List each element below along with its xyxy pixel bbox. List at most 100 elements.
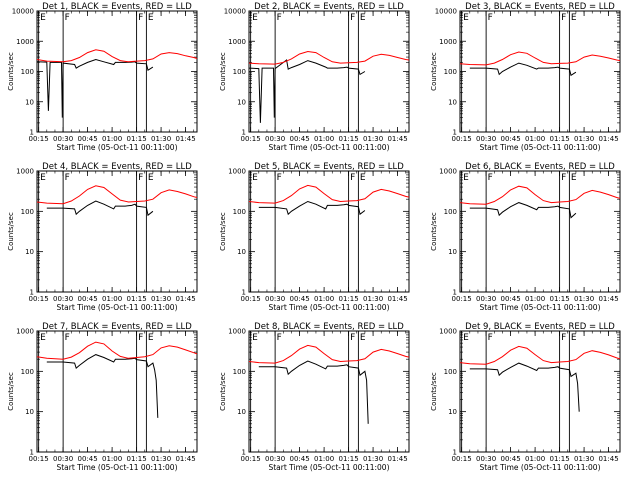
x-tick-label: 00:15 (241, 135, 261, 143)
x-tick-label: 01:00 (102, 135, 122, 143)
x-tick-label: 00:30 (53, 135, 73, 143)
y-tick-label: 1000 (16, 38, 34, 46)
y-tick-label: 10 (448, 408, 457, 416)
chart-panel-det-2: Det 2, BLACK = Events, RED = LLD 1 10 100 10… (219, 2, 410, 152)
series-line-black (469, 62, 577, 77)
flag-label: F (488, 333, 493, 343)
y-tick-label: 1000 (439, 168, 457, 176)
y-tick-label: 1 (453, 129, 457, 137)
chart-title: Det 1, BLACK = Events, RED = LLD (42, 2, 192, 12)
chart-panel-det-5: Det 5, BLACK = Events, RED = LLD 1 10 100 10… (219, 162, 410, 312)
x-tick-label: 00:30 (476, 295, 496, 303)
x-tick-label: 00:15 (29, 455, 49, 463)
y-tick-label: 10 (237, 408, 246, 416)
plot-frame (36, 10, 198, 133)
chart-panel-det-7: Det 7, BLACK = Events, RED = LLD 1 10 100 10… (7, 322, 198, 472)
x-tick-label: 01:00 (525, 295, 545, 303)
x-axis-label: Start Time (05-Oct-11 00:11:00) (479, 463, 600, 472)
y-axis-label: Counts/sec (219, 372, 227, 411)
series-line-red (459, 51, 621, 66)
x-axis-label: Start Time (05-Oct-11 00:11:00) (56, 143, 177, 152)
x-tick-label: 01:45 (598, 455, 618, 463)
x-tick-label: 01:00 (314, 455, 334, 463)
x-tick-label: 00:30 (265, 455, 285, 463)
y-tick-label: 100 (233, 208, 246, 216)
x-tick-label: 00:45 (78, 295, 98, 303)
plot-frame (459, 10, 621, 133)
x-tick-label: 01:30 (363, 455, 383, 463)
x-tick-label: 01:45 (387, 455, 407, 463)
chart-title: Det 3, BLACK = Events, RED = LLD (465, 2, 615, 12)
x-tick-label: 01:30 (151, 455, 171, 463)
x-tick-label: 01:30 (574, 455, 594, 463)
flag-label: E (148, 333, 154, 343)
x-tick-label: 00:15 (452, 135, 472, 143)
y-tick-label: 10 (25, 98, 34, 106)
flag-label: E (571, 173, 577, 183)
flag-label: E (252, 13, 258, 23)
series-line-red (248, 50, 410, 65)
flag-label: F (65, 13, 70, 23)
chart-panel-det-8: Det 8, BLACK = Events, RED = LLD 1 10 100 10… (219, 322, 410, 472)
x-tick-label: 01:30 (151, 295, 171, 303)
x-tick-label: 01:00 (525, 455, 545, 463)
x-tick-label: 01:45 (175, 455, 195, 463)
y-tick-label: 1000 (228, 38, 246, 46)
chart-panel-det-1: Det 1, BLACK = Events, RED = LLD 1 10 100 10… (7, 2, 198, 152)
flag-label: E (252, 333, 258, 343)
chart-title: Det 7, BLACK = Events, RED = LLD (42, 322, 192, 332)
y-tick-label: 100 (233, 68, 246, 76)
x-tick-label: 01:00 (314, 295, 334, 303)
y-tick-label: 10000 (435, 8, 457, 16)
flag-label: E (463, 333, 469, 343)
flag-label: E (148, 13, 154, 23)
y-tick-label: 1000 (16, 328, 34, 336)
series-line-red (36, 49, 198, 63)
series-line-red (36, 185, 198, 205)
x-tick-label: 01:45 (175, 135, 195, 143)
flag-label: F (488, 173, 493, 183)
y-tick-label: 1000 (16, 168, 34, 176)
flag-label: F (350, 13, 355, 23)
x-tick-label: 00:45 (290, 455, 310, 463)
y-tick-label: 100 (21, 68, 34, 76)
plot-frame (248, 170, 410, 293)
flag-label: F (350, 173, 355, 183)
x-tick-label: 01:00 (102, 455, 122, 463)
x-tick-label: 01:15 (126, 135, 146, 143)
x-tick-label: 01:00 (102, 295, 122, 303)
x-tick-label: 00:45 (501, 135, 521, 143)
y-axis-label: Counts/sec (219, 212, 227, 251)
flag-label: E (40, 13, 46, 23)
series-line-black (46, 354, 159, 418)
x-tick-label: 01:30 (151, 135, 171, 143)
y-tick-label: 10 (25, 408, 34, 416)
x-tick-label: 00:30 (265, 295, 285, 303)
flag-label: E (40, 333, 46, 343)
y-tick-label: 1 (453, 289, 457, 297)
chart-title: Det 6, BLACK = Events, RED = LLD (465, 162, 615, 172)
x-axis-label: Start Time (05-Oct-11 00:11:00) (268, 303, 389, 312)
x-tick-label: 00:45 (78, 135, 98, 143)
x-tick-label: 00:15 (241, 455, 261, 463)
x-tick-label: 00:45 (290, 135, 310, 143)
x-tick-label: 00:15 (29, 135, 49, 143)
chart-title: Det 5, BLACK = Events, RED = LLD (254, 162, 404, 172)
x-tick-label: 00:30 (53, 295, 73, 303)
y-tick-label: 1 (30, 129, 34, 137)
x-axis-label: Start Time (05-Oct-11 00:11:00) (479, 303, 600, 312)
flag-label: E (40, 173, 46, 183)
y-tick-label: 100 (21, 208, 34, 216)
x-tick-label: 00:30 (265, 135, 285, 143)
chart-title: Det 4, BLACK = Events, RED = LLD (42, 162, 192, 172)
flag-label: F (561, 173, 566, 183)
y-tick-label: 1000 (439, 38, 457, 46)
x-axis-label: Start Time (05-Oct-11 00:11:00) (56, 303, 177, 312)
x-tick-label: 00:15 (452, 295, 472, 303)
x-axis-label: Start Time (05-Oct-11 00:11:00) (268, 143, 389, 152)
x-tick-label: 01:00 (314, 135, 334, 143)
x-tick-label: 00:15 (29, 295, 49, 303)
x-tick-label: 01:00 (525, 135, 545, 143)
plot-frame (459, 330, 621, 453)
